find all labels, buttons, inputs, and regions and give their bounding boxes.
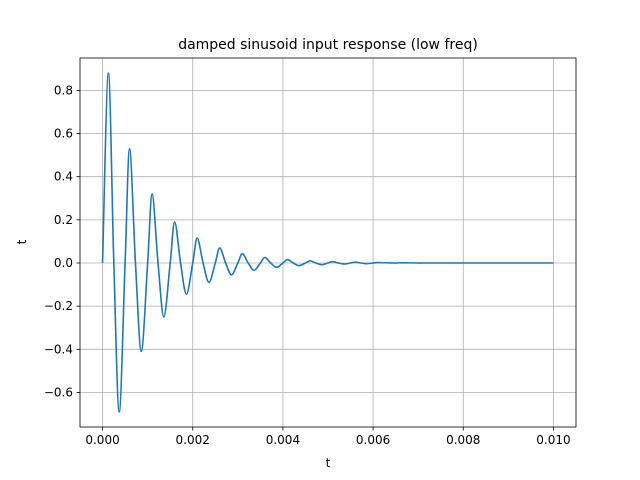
x-tick-label: 0.010 (536, 433, 570, 447)
chart-title: damped sinusoid input response (low freq… (178, 37, 478, 53)
y-tick-label: −0.6 (44, 385, 73, 399)
tick-layer: 0.000 0.002 0.004 0.006 0.008 0.010 −0.6 −0.4 −0… (44, 83, 571, 447)
axes-frame (79, 57, 577, 428)
y-tick-label: 0.0 (54, 256, 73, 270)
y-tick-label: 0.6 (54, 127, 73, 141)
x-tick-label: 0.006 (356, 433, 390, 447)
x-tick-label: 0.004 (266, 433, 300, 447)
y-tick-label: 0.8 (54, 83, 73, 97)
x-tick-label: 0.008 (446, 433, 480, 447)
y-tick-label: 0.4 (54, 170, 73, 184)
y-axis-label: t (15, 239, 29, 244)
series-line (101, 72, 554, 413)
data-layer (101, 72, 554, 413)
x-tick-label: 0.000 (85, 433, 119, 447)
x-tick-label: 0.002 (176, 433, 210, 447)
grid-layer (80, 58, 576, 427)
x-axis-label: t (326, 456, 331, 470)
y-tick-label: −0.2 (44, 299, 73, 313)
y-tick-label: −0.4 (44, 342, 73, 356)
y-tick-label: 0.2 (54, 213, 73, 227)
